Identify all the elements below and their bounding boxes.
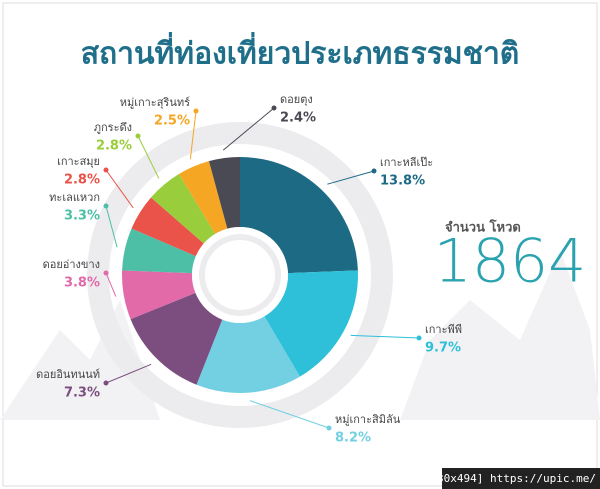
donut-segment	[264, 270, 358, 377]
segment-label: ทะเลแหวก	[49, 191, 100, 204]
leader-dot	[103, 203, 109, 209]
leader-line	[327, 170, 375, 185]
value-label: 2.4%	[280, 111, 316, 126]
value-label: 3.8%	[64, 276, 100, 291]
donut-segment	[122, 270, 196, 320]
value-label: 3.3%	[64, 209, 100, 224]
leader-dot	[371, 168, 377, 174]
donut-hole	[199, 234, 281, 316]
watermark-bg	[442, 468, 600, 489]
leader-dot	[103, 380, 109, 386]
outer-ring	[87, 122, 393, 428]
donut-hole-ring	[192, 227, 288, 323]
value-label: 9.7%	[425, 341, 461, 356]
leader-dot	[271, 105, 277, 111]
donut-segment	[131, 197, 204, 257]
value-label: 13.8%	[380, 174, 425, 189]
chart-title: สถานที่ท่องเที่ยวประเภทธรรมชาติ	[81, 32, 520, 72]
leader-line	[249, 400, 330, 429]
watermark: [630x494] https://upic.me/	[424, 472, 596, 485]
segment-label: เกาะสมุย	[57, 155, 100, 168]
leader-line	[222, 107, 275, 151]
segment-label: ดอยตุง	[280, 93, 313, 106]
donut-segment	[122, 228, 196, 274]
donut-segment	[196, 316, 300, 394]
leader-dot	[103, 167, 109, 173]
donut-segment	[130, 292, 223, 385]
leader-line	[105, 205, 118, 248]
value-label: 7.3%	[64, 386, 100, 401]
leader-line	[189, 110, 197, 160]
segment-label: ดอยอินทนนท์	[36, 368, 100, 381]
donut-segment	[178, 161, 228, 234]
leader-dot	[193, 108, 199, 114]
segment-label: เกาะพีพี	[425, 323, 462, 336]
total-value: 1864	[434, 227, 587, 297]
segment-label: ดอยอ่างขาง	[43, 258, 100, 271]
leader-line	[105, 272, 117, 297]
background-silhouette	[0, 250, 600, 420]
leader-dot	[135, 133, 141, 139]
value-label: 2.8%	[96, 139, 132, 154]
value-label: 8.2%	[335, 431, 371, 446]
segment-label: หมู่เกาะสุรินทร์	[120, 96, 190, 109]
segment-label: หมู่เกาะสิมิลัน	[335, 413, 401, 426]
leader-line	[105, 363, 152, 384]
leader-dot	[326, 425, 332, 431]
leader-line	[137, 135, 160, 179]
leader-dot	[103, 270, 109, 276]
donut-segment	[240, 157, 358, 274]
donut-segment	[150, 174, 216, 244]
leader-dot	[416, 335, 422, 341]
value-label: 2.8%	[64, 173, 100, 188]
value-label: 2.5%	[154, 114, 190, 129]
segment-label: ภูกระดึง	[94, 121, 132, 134]
leader-line	[105, 169, 134, 209]
segment-label: เกาะหลีเป๊ะ	[380, 156, 433, 169]
leader-line	[350, 334, 420, 339]
total-label: จำนวน โหวด	[445, 219, 521, 236]
donut-segment	[208, 157, 240, 229]
